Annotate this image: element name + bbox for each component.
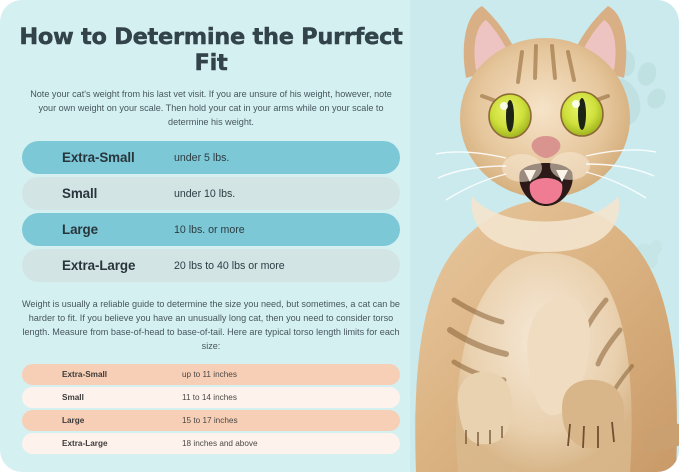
table-row: Extra-Small under 5 lbs. [22,141,400,175]
table-row: Extra-Small up to 11 inches [22,363,400,385]
size-label: Extra-Small [62,150,135,166]
size-value: 15 to 17 inches [182,415,238,425]
size-value: up to 11 inches [182,369,237,379]
page-title: How to Determine the Purrfect Fit [19,24,403,76]
size-label: Small [62,186,98,202]
table-row: Small 11 to 14 inches [22,386,400,408]
size-value: under 10 lbs. [174,187,236,200]
size-label: Extra-Large [62,438,108,448]
middle-paragraph: Weight is usually a reliable guide to de… [22,299,400,351]
size-label: Extra-Small [62,369,108,379]
footer-paragraph: If his torso length is longer than what … [0,456,422,472]
size-label: Large [62,415,85,425]
intro-paragraph: Note your cat's weight from his last vet… [30,89,392,127]
content-panel: How to Determine the Purrfect Fit Note y… [0,0,422,472]
size-value: 10 lbs. or more [174,223,245,236]
size-value: 11 to 14 inches [182,392,237,402]
size-value: under 5 lbs. [174,151,230,164]
table-row: Extra-Large 20 lbs to 40 lbs or more [22,249,400,283]
table-row: Large 15 to 17 inches [22,409,400,431]
size-label: Small [62,392,84,402]
size-label: Large [62,222,98,238]
weight-size-table: Extra-Small under 5 lbs. Small under 10 … [0,141,422,283]
table-row: Extra-Large 18 inches and above [22,432,400,454]
table-row: Small under 10 lbs. [22,177,400,211]
cat-photo [415,6,679,472]
table-row: Large 10 lbs. or more [22,213,400,247]
size-value: 18 inches and above [182,438,258,448]
torso-size-table: Extra-Small up to 11 inches Small 11 to … [0,363,422,454]
size-value: 20 lbs to 40 lbs or more [174,259,285,272]
photo-panel [410,0,679,472]
size-label: Extra-Large [62,258,136,274]
